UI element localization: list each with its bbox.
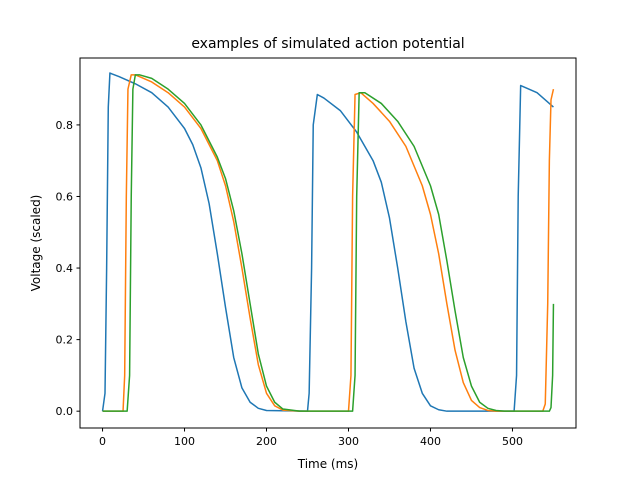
x-tick-label: 200 [256,435,277,448]
y-tick-label: 0.4 [56,262,74,275]
x-axis-label: Time (ms) [297,457,359,471]
series-line-1 [101,72,554,412]
y-tick-label: 0.6 [56,190,74,203]
y-tick-label: 0.2 [56,334,74,347]
y-axis-ticks: 0.0 0.2 0.4 0.6 0.8 [56,119,80,418]
x-tick-label: 0 [99,435,106,448]
series-layer [101,72,555,412]
chart-title: examples of simulated action potential [191,36,464,52]
series-line-2 [102,74,555,412]
axes-frame [79,57,577,429]
x-tick-label: 300 [338,435,359,448]
x-tick-label: 100 [174,435,195,448]
y-axis-label: Voltage (scaled) [29,195,43,292]
y-tick-label: 0.0 [56,405,74,418]
x-tick-label: 500 [502,435,523,448]
x-tick-label: 400 [420,435,441,448]
plot-area [79,57,577,429]
x-axis-ticks: 0 100 200 300 400 500 [99,428,523,448]
y-tick-label: 0.8 [56,119,74,132]
series-line-3 [102,74,555,412]
